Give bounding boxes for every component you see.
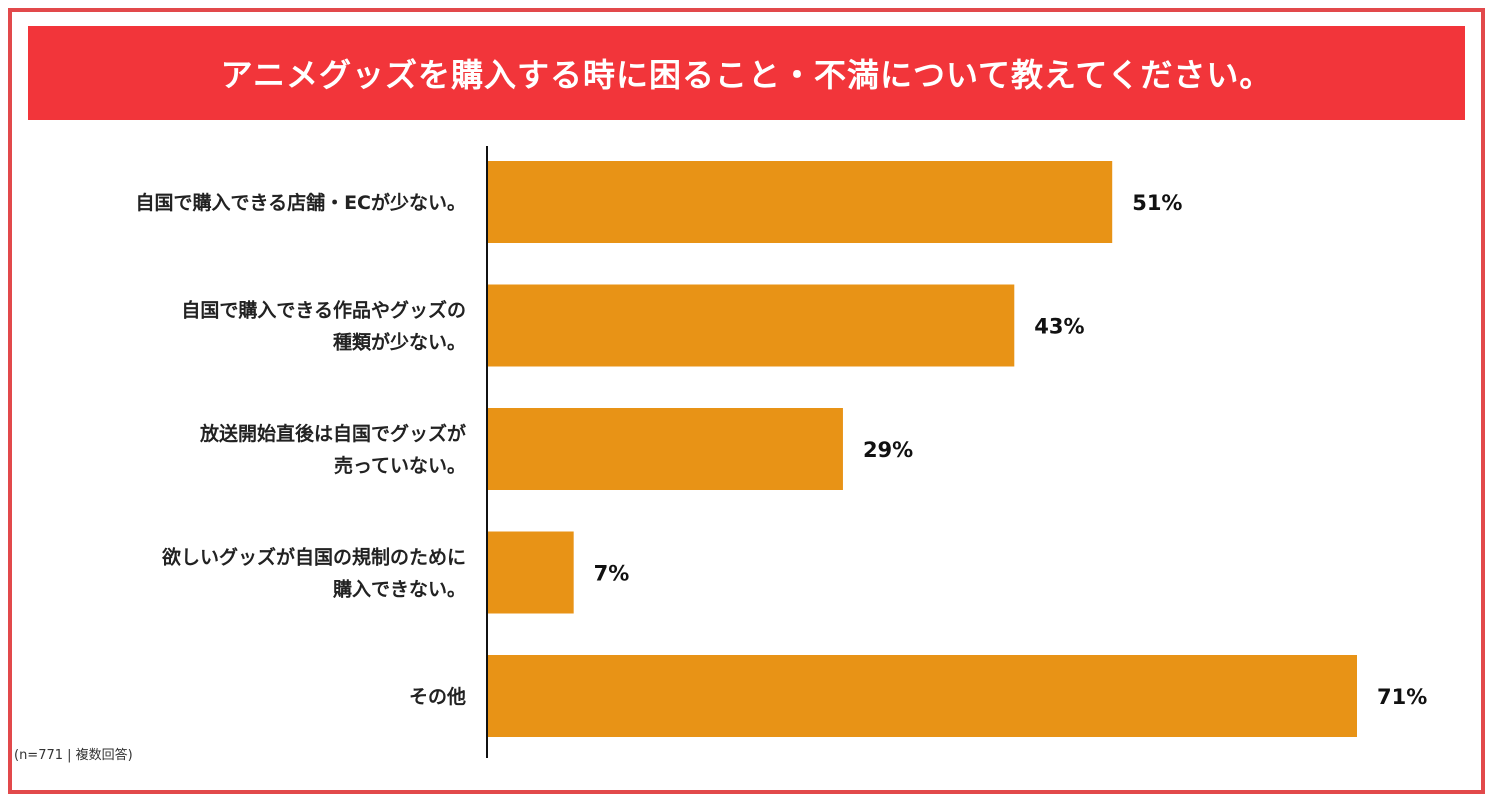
category-label-line: 種類が少ない。 — [333, 331, 466, 354]
category-label-line: 放送開始直後は自国でグッズが — [199, 422, 466, 445]
category-label-line: 欲しいグッズが自国の規制のために — [161, 546, 466, 569]
title-banner: アニメグッズを購入する時に困ること・不満について教えてください。 — [28, 26, 1465, 120]
category-label: 自国で購入できる店舗・ECが少ない。 — [135, 191, 466, 214]
bar — [488, 531, 574, 614]
category-label-line: 自国で購入できる作品やグッズの — [181, 299, 466, 322]
bar — [488, 408, 843, 490]
value-label: 71% — [1377, 685, 1427, 709]
value-label: 7% — [594, 562, 630, 586]
bar — [488, 284, 1015, 367]
category-label: 欲しいグッズが自国の規制のために購入できない。 — [161, 546, 466, 601]
category-label-line: その他 — [409, 685, 466, 708]
category-label: その他 — [409, 685, 466, 708]
bar — [488, 161, 1113, 243]
category-label-line: 売っていない。 — [334, 454, 466, 477]
bar — [488, 655, 1357, 737]
category-label: 放送開始直後は自国でグッズが売っていない。 — [199, 422, 466, 477]
value-label: 29% — [863, 438, 913, 462]
value-label: 43% — [1034, 315, 1084, 339]
sample-note: (n=771 | 複数回答) — [14, 748, 133, 763]
value-label: 51% — [1132, 191, 1182, 215]
category-label: 自国で購入できる作品やグッズの種類が少ない。 — [181, 299, 466, 354]
category-label-line: 自国で購入できる店舗・ECが少ない。 — [135, 191, 466, 214]
chart-title: アニメグッズを購入する時に困ること・不満について教えてください。 — [220, 56, 1273, 94]
category-label-line: 購入できない。 — [333, 578, 466, 601]
